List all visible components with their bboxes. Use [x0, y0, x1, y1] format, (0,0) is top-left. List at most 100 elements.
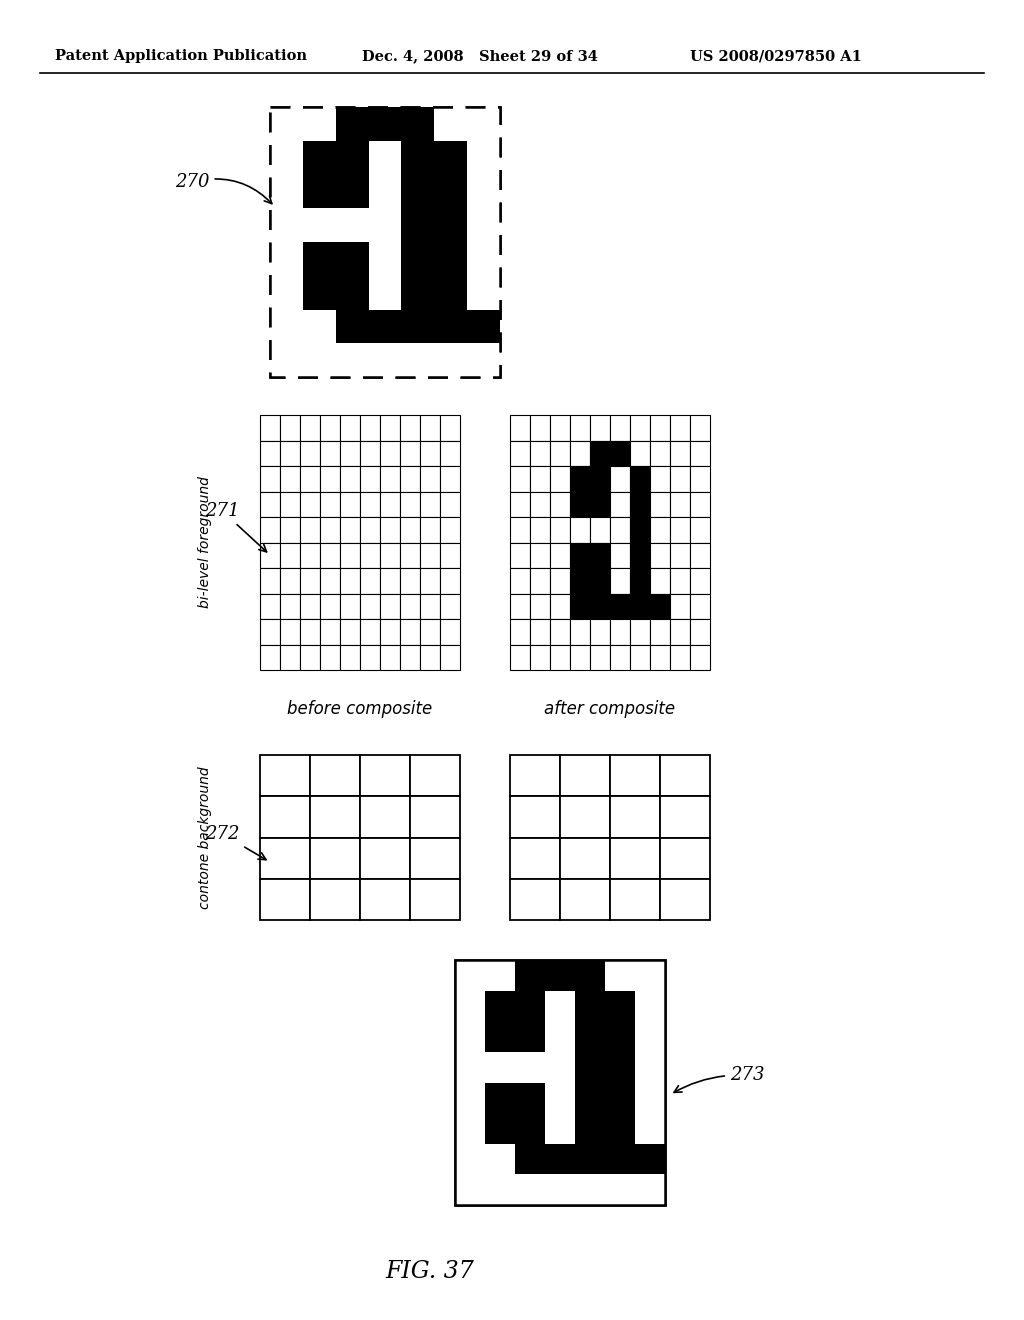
Bar: [400, 543, 420, 568]
Bar: [690, 441, 710, 466]
Bar: [319, 466, 340, 491]
Bar: [380, 414, 400, 441]
Bar: [380, 543, 400, 568]
Bar: [401, 141, 434, 174]
Bar: [530, 644, 550, 671]
Bar: [630, 568, 650, 594]
Bar: [515, 1052, 545, 1082]
Bar: [690, 644, 710, 671]
Text: after composite: after composite: [545, 700, 676, 718]
Bar: [660, 879, 710, 920]
Bar: [605, 1113, 635, 1143]
Bar: [515, 1082, 545, 1113]
Bar: [455, 1175, 485, 1205]
Bar: [510, 441, 530, 466]
Bar: [434, 242, 467, 276]
Bar: [510, 796, 560, 837]
Bar: [545, 990, 575, 1022]
Bar: [260, 466, 280, 491]
Bar: [260, 441, 280, 466]
Bar: [575, 1143, 605, 1175]
Bar: [360, 414, 380, 441]
Bar: [360, 517, 380, 543]
Bar: [400, 414, 420, 441]
Bar: [336, 343, 369, 378]
Bar: [434, 209, 467, 242]
Bar: [400, 466, 420, 491]
Bar: [545, 1022, 575, 1052]
Text: 270: 270: [175, 173, 271, 203]
Bar: [690, 517, 710, 543]
Bar: [467, 107, 500, 141]
Bar: [410, 796, 460, 837]
Bar: [610, 837, 660, 879]
Bar: [560, 755, 610, 796]
Bar: [340, 619, 360, 644]
Bar: [260, 755, 310, 796]
Bar: [560, 879, 610, 920]
Bar: [610, 755, 660, 796]
Bar: [420, 466, 440, 491]
Bar: [670, 568, 690, 594]
Bar: [670, 644, 690, 671]
Bar: [280, 491, 300, 517]
Bar: [420, 441, 440, 466]
Bar: [369, 343, 401, 378]
Bar: [635, 960, 665, 990]
Bar: [690, 543, 710, 568]
Bar: [340, 568, 360, 594]
Bar: [280, 619, 300, 644]
Bar: [590, 568, 610, 594]
Bar: [467, 276, 500, 309]
Bar: [515, 1113, 545, 1143]
Bar: [303, 141, 336, 174]
Bar: [440, 619, 460, 644]
Bar: [590, 594, 610, 619]
Bar: [550, 594, 570, 619]
Bar: [360, 594, 380, 619]
Bar: [590, 441, 610, 466]
Bar: [434, 107, 467, 141]
Bar: [300, 414, 319, 441]
Bar: [303, 107, 336, 141]
Bar: [575, 1022, 605, 1052]
Bar: [319, 441, 340, 466]
Bar: [340, 517, 360, 543]
Bar: [530, 517, 550, 543]
Bar: [420, 517, 440, 543]
Bar: [400, 441, 420, 466]
Bar: [300, 441, 319, 466]
Bar: [260, 568, 280, 594]
Bar: [340, 543, 360, 568]
Bar: [260, 414, 280, 441]
Bar: [455, 960, 665, 1205]
Bar: [660, 755, 710, 796]
Bar: [467, 174, 500, 209]
Bar: [369, 141, 401, 174]
Bar: [635, 1175, 665, 1205]
Bar: [340, 594, 360, 619]
Bar: [610, 441, 630, 466]
Bar: [303, 309, 336, 343]
Bar: [690, 594, 710, 619]
Bar: [369, 242, 401, 276]
Bar: [440, 441, 460, 466]
Bar: [545, 1052, 575, 1082]
Bar: [260, 491, 280, 517]
Bar: [420, 414, 440, 441]
Bar: [510, 466, 530, 491]
Bar: [570, 414, 590, 441]
Bar: [336, 174, 369, 209]
Bar: [420, 543, 440, 568]
Bar: [610, 414, 630, 441]
Bar: [485, 1082, 515, 1113]
Bar: [650, 644, 670, 671]
Bar: [605, 1022, 635, 1052]
Bar: [550, 491, 570, 517]
Text: contone background: contone background: [198, 766, 212, 908]
Bar: [340, 441, 360, 466]
Bar: [575, 1082, 605, 1113]
Bar: [400, 619, 420, 644]
Bar: [280, 644, 300, 671]
Bar: [530, 414, 550, 441]
